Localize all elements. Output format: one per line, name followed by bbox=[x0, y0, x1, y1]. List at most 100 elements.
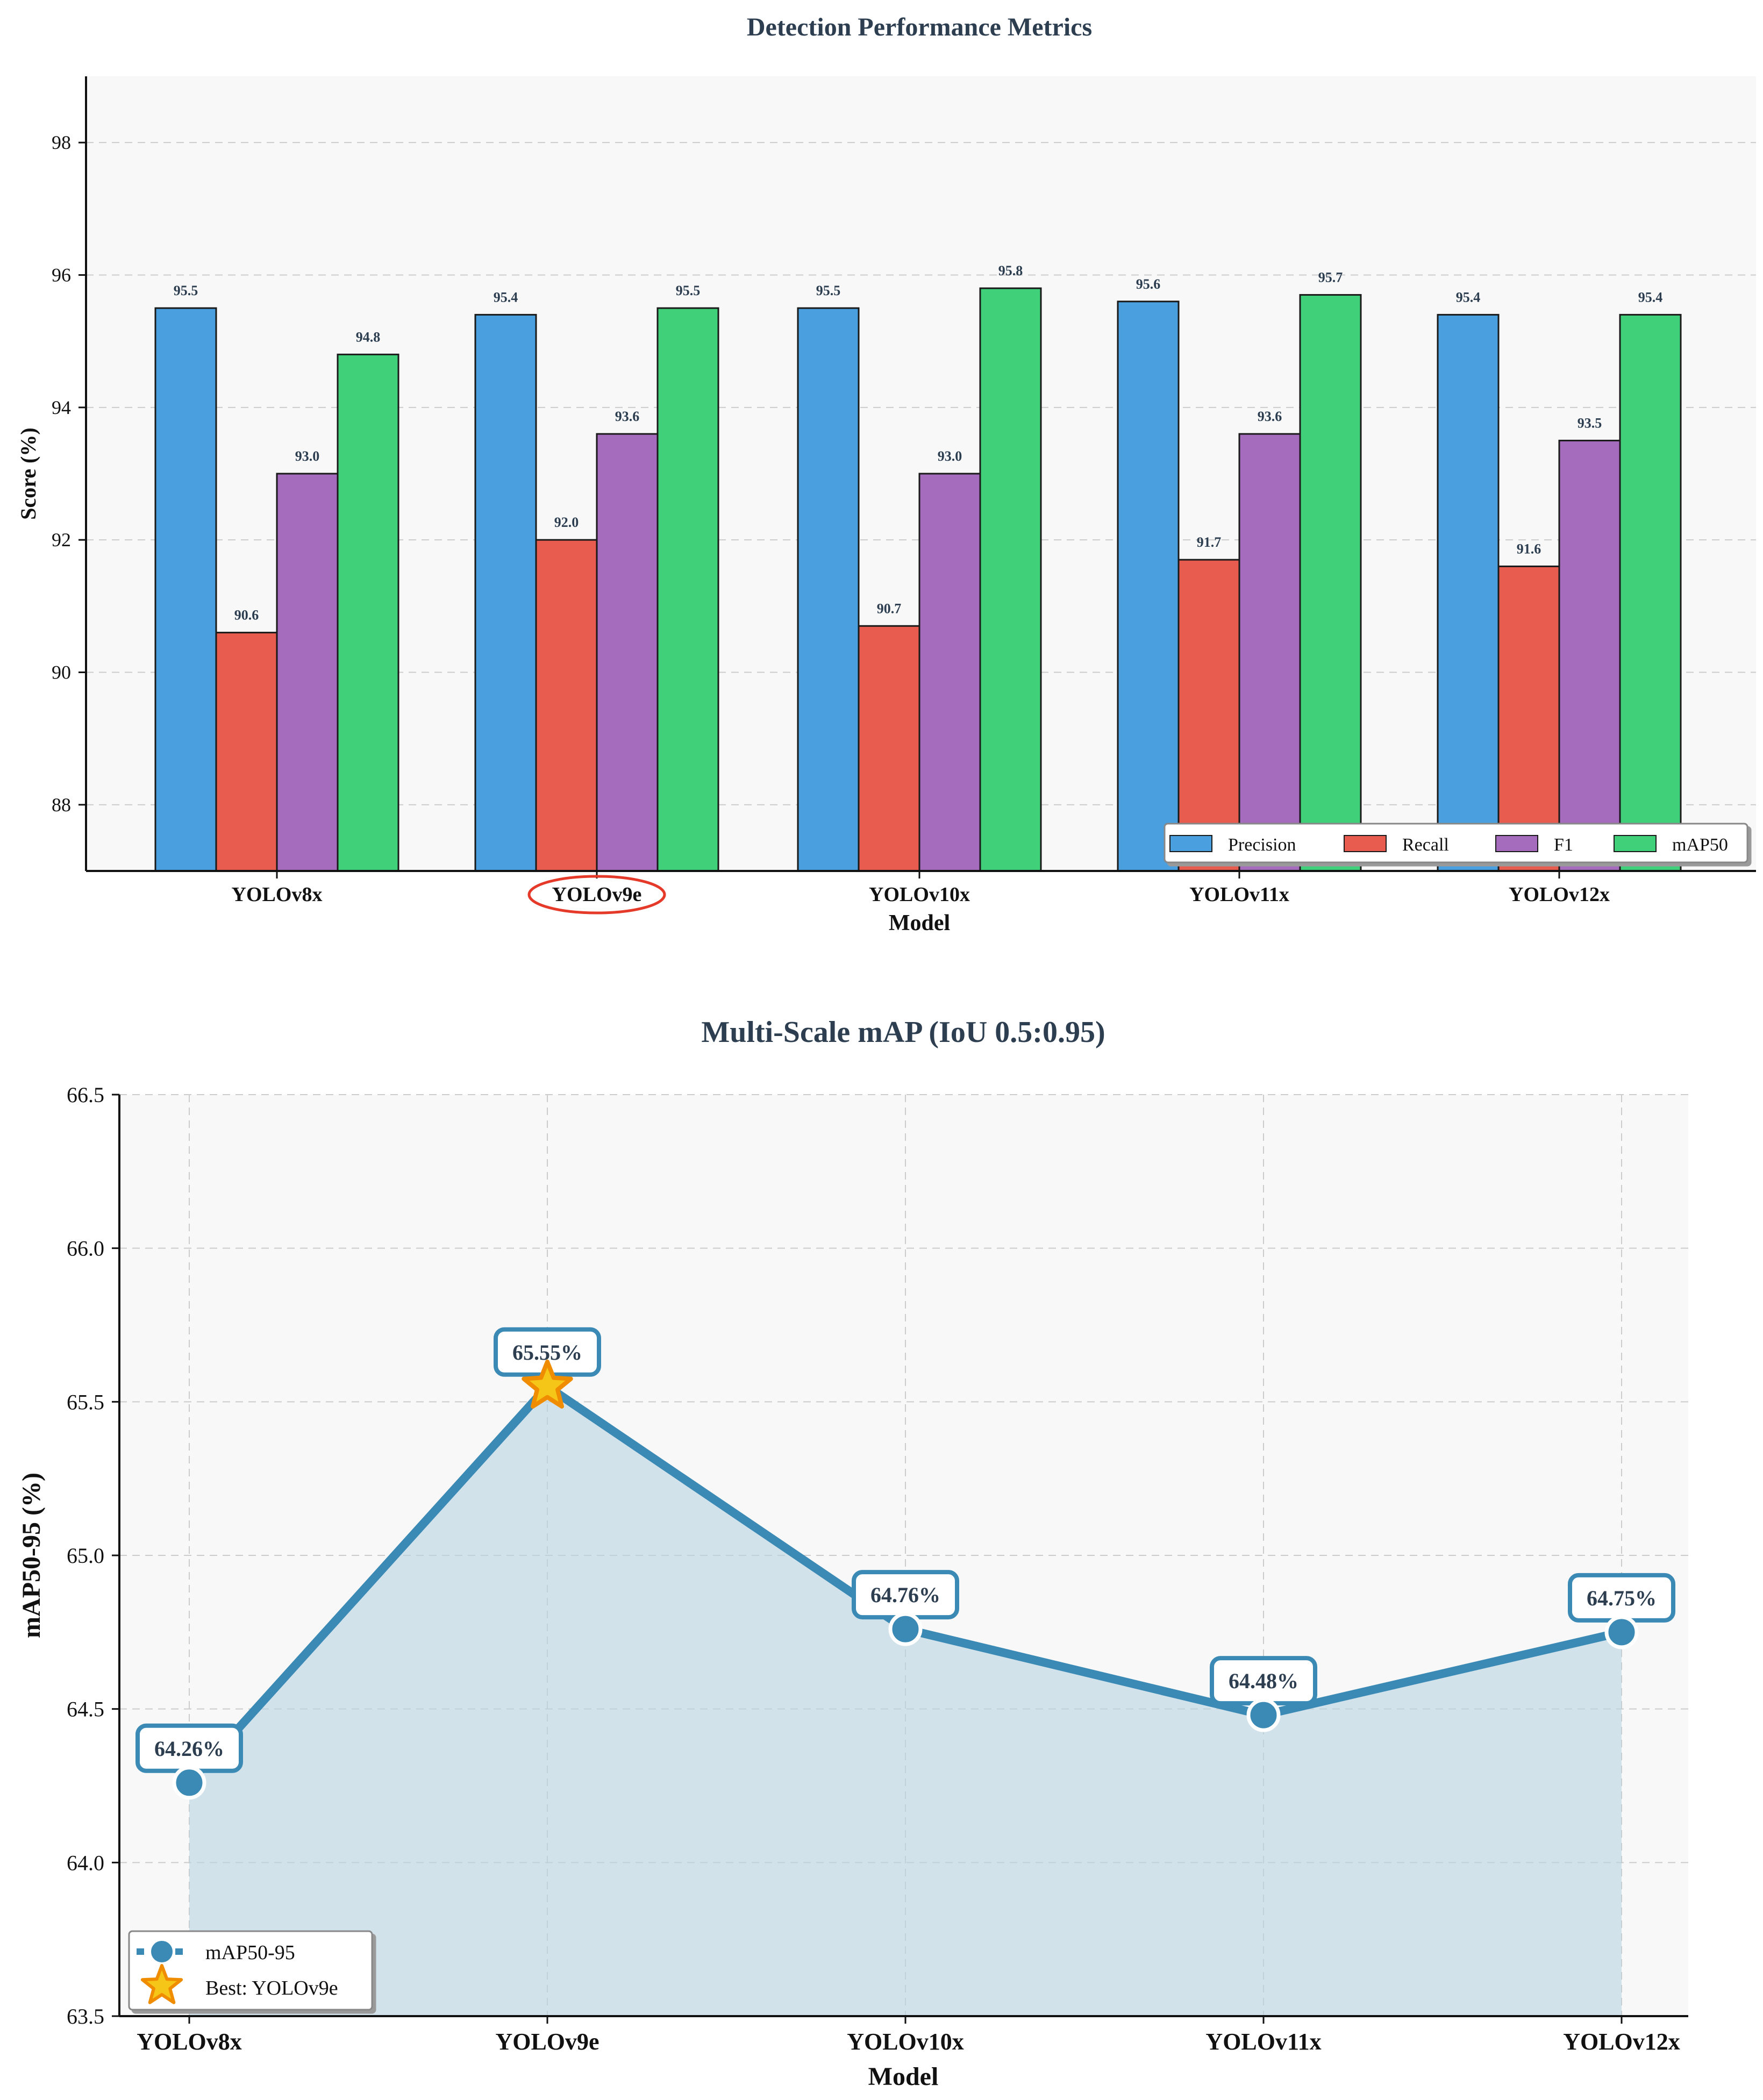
chart-title: Multi-Scale mAP (IoU 0.5:0.95) bbox=[701, 1016, 1105, 1049]
bar-value-label: 95.4 bbox=[1638, 289, 1663, 305]
bar-value-label: 93.0 bbox=[295, 448, 320, 464]
legend-label-map50: mAP50 bbox=[1672, 835, 1728, 855]
y-axis-title: Score (%) bbox=[16, 427, 40, 519]
y-tick-label: 90 bbox=[52, 662, 71, 683]
legend-label-best: Best: YOLOv9e bbox=[205, 1977, 338, 1999]
point-label-yolov12x: 64.75% bbox=[1587, 1586, 1657, 1610]
y-tick-labels: 88 90 92 94 96 98 bbox=[52, 132, 86, 816]
point-marker-yolov8x bbox=[172, 1766, 206, 1800]
x-tick-label-yolov9e: YOLOv9e bbox=[552, 883, 642, 906]
y-tick-label: 65.5 bbox=[67, 1390, 104, 1414]
bar-precision-yolov11x bbox=[1117, 301, 1180, 872]
legend-label-precision: Precision bbox=[1228, 835, 1296, 855]
bar-f1-yolov8x bbox=[276, 473, 339, 872]
bar-value-label: 95.8 bbox=[998, 263, 1023, 278]
y-tick-label: 64.5 bbox=[67, 1697, 104, 1722]
bar-map50-yolov11x bbox=[1299, 294, 1362, 872]
bar-value-label: 93.6 bbox=[615, 409, 640, 424]
bar-value-label: 94.8 bbox=[356, 329, 381, 345]
bar-map50-yolov8x bbox=[337, 353, 399, 872]
legend: Precision Recall F1 mAP50 bbox=[1164, 823, 1748, 863]
y-tick-label: 98 bbox=[52, 132, 71, 153]
point-label-yolov8x: 64.26% bbox=[154, 1737, 224, 1761]
x-tick-label-yolov9e: YOLOv9e bbox=[495, 2028, 599, 2055]
legend-box bbox=[1164, 823, 1748, 863]
x-tick-labels: YOLOv8x YOLOv9e YOLOv10x YOLOv11x YOLOv12x bbox=[137, 2016, 1680, 2055]
bar-value-label: 95.5 bbox=[174, 283, 198, 298]
bar-value-labels: 95.5 90.6 93.0 94.8 95.4 92.0 93.6 95.5 95.5 90.7… bbox=[174, 263, 1663, 623]
x-tick-label-yolov10x: YOLOv10x bbox=[869, 883, 970, 906]
bar-value-label: 93.5 bbox=[1578, 415, 1602, 431]
bar-value-label: 93.0 bbox=[938, 448, 962, 464]
y-tick-label: 64.0 bbox=[67, 1851, 104, 1875]
y-tick-label: 66.5 bbox=[67, 1083, 104, 1107]
y-tick-label: 94 bbox=[52, 397, 71, 418]
bar-value-label: 95.7 bbox=[1318, 269, 1343, 285]
area-fill bbox=[189, 1386, 1622, 2016]
y-tick-labels: 63.5 64.0 64.5 65.0 65.5 66.0 66.5 bbox=[67, 1083, 119, 2028]
x-tick-labels: YOLOv8x YOLOv9e YOLOv10x YOLOv11x YOLOv12x bbox=[232, 871, 1610, 906]
x-tick-label-yolov10x: YOLOv10x bbox=[847, 2028, 964, 2055]
bar-map50-yolov9e bbox=[656, 307, 719, 872]
x-axis-title: Model bbox=[889, 911, 950, 935]
bar-recall-yolov9e bbox=[535, 539, 598, 872]
bar-value-label: 95.5 bbox=[816, 283, 841, 298]
legend-star-swatch bbox=[140, 1964, 183, 2004]
y-tick-label: 63.5 bbox=[67, 2004, 104, 2028]
best-star-marker bbox=[522, 1359, 573, 1409]
bars bbox=[154, 287, 1682, 872]
x-tick-label-yolov12x: YOLOv12x bbox=[1509, 883, 1610, 906]
bar-value-label: 92.0 bbox=[554, 515, 579, 530]
bar-map50-yolov10x bbox=[979, 287, 1042, 872]
chart-detection-metrics: Detection Performance Metrics 95.5 90.6 93… bbox=[16, 13, 1756, 935]
point-marker-yolov11x bbox=[1246, 1698, 1281, 1732]
y-tick-label: 92 bbox=[52, 529, 71, 551]
x-axis-title: Model bbox=[868, 2062, 939, 2091]
bar-precision-yolov12x bbox=[1437, 313, 1500, 872]
bar-recall-yolov12x bbox=[1497, 565, 1560, 872]
bar-f1-yolov9e bbox=[596, 433, 659, 872]
bar-f1-yolov12x bbox=[1558, 439, 1621, 872]
y-axis-title: mAP50-95 (%) bbox=[17, 1473, 46, 1638]
y-tick-label: 65.0 bbox=[67, 1544, 104, 1568]
y-tick-label: 96 bbox=[52, 265, 71, 286]
point-marker-yolov10x bbox=[888, 1612, 923, 1646]
point-marker-yolov12x bbox=[1604, 1615, 1639, 1649]
bar-value-label: 95.6 bbox=[1136, 276, 1161, 292]
bar-value-label: 91.7 bbox=[1197, 534, 1222, 550]
highlight-ellipse bbox=[527, 875, 666, 915]
bar-map50-yolov12x bbox=[1619, 313, 1682, 872]
bar-precision-yolov9e bbox=[474, 313, 537, 872]
bar-value-label: 93.6 bbox=[1258, 409, 1282, 424]
bar-value-label: 95.4 bbox=[494, 289, 518, 305]
legend-marker-swatch bbox=[149, 1939, 175, 1965]
legend-swatch-precision bbox=[1169, 835, 1212, 852]
bar-precision-yolov10x bbox=[797, 307, 860, 872]
y-tick-label: 66.0 bbox=[67, 1237, 104, 1261]
legend-box bbox=[128, 1930, 373, 2011]
legend-label-map50-95: mAP50-95 bbox=[205, 1941, 295, 1964]
bar-value-label: 95.4 bbox=[1456, 289, 1481, 305]
chart-title: Detection Performance Metrics bbox=[747, 13, 1092, 41]
x-tick-label-yolov12x: YOLOv12x bbox=[1563, 2028, 1680, 2055]
bar-value-label: 90.6 bbox=[234, 608, 259, 623]
legend-label-f1: F1 bbox=[1554, 835, 1573, 855]
bar-precision-yolov8x bbox=[154, 307, 217, 872]
y-tick-label: 88 bbox=[52, 794, 71, 816]
bar-recall-yolov10x bbox=[858, 625, 920, 872]
x-tick-label-yolov11x: YOLOv11x bbox=[1189, 883, 1289, 906]
point-label-yolov10x: 64.76% bbox=[870, 1583, 940, 1607]
legend: mAP50-95 Best: YOLOv9e bbox=[128, 1930, 373, 2011]
legend-swatch-recall bbox=[1344, 835, 1387, 852]
bar-value-label: 95.5 bbox=[676, 283, 701, 298]
point-markers bbox=[172, 1612, 1639, 1800]
x-tick-label-yolov8x: YOLOv8x bbox=[137, 2028, 242, 2055]
chart-multiscale-map: Multi-Scale mAP (IoU 0.5:0.95) 64.26% 65.… bbox=[17, 1016, 1688, 2091]
bar-value-label: 91.6 bbox=[1517, 541, 1541, 556]
legend-swatch-map50 bbox=[1614, 835, 1657, 852]
bar-f1-yolov10x bbox=[918, 473, 981, 872]
bar-value-label: 90.7 bbox=[877, 601, 902, 616]
point-label-yolov11x: 64.48% bbox=[1229, 1669, 1298, 1693]
legend-swatch-f1 bbox=[1495, 835, 1538, 852]
